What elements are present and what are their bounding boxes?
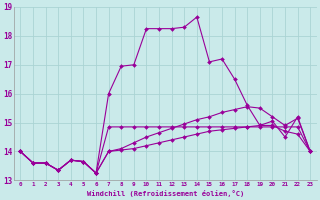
X-axis label: Windchill (Refroidissement éolien,°C): Windchill (Refroidissement éolien,°C): [87, 190, 244, 197]
